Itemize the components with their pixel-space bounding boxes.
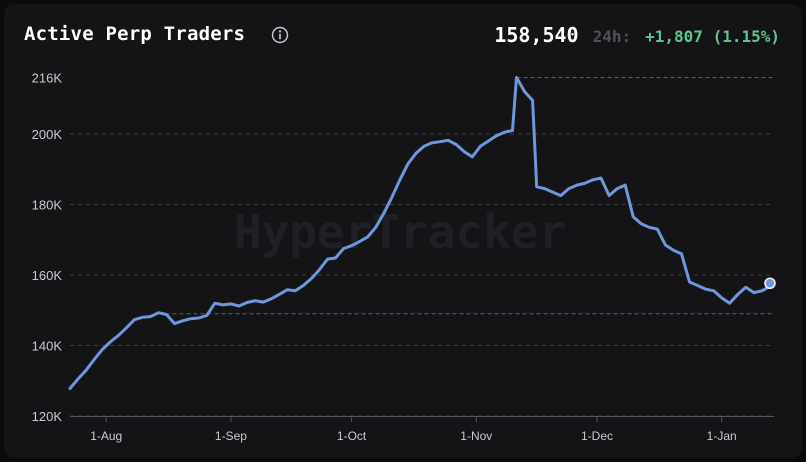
period-label: 24h: (592, 27, 632, 46)
chart-card: Active Perp Traders 158,540 24h: +1,807 … (4, 4, 802, 458)
current-value: 158,540 (494, 23, 579, 47)
x-tick-label: 1-Sep (215, 429, 247, 443)
x-tick-label: 1-Aug (90, 429, 122, 443)
y-tick-label: 180K (32, 197, 63, 212)
chart-title: Active Perp Traders (24, 23, 246, 45)
y-tick-label: 140K (32, 338, 63, 353)
y-tick-label: 200K (32, 127, 63, 142)
info-circle-icon[interactable] (271, 26, 289, 44)
y-tick-label: 216K (32, 71, 63, 86)
y-tick-label: 160K (32, 268, 63, 283)
watermark-line-1: ... (370, 263, 381, 277)
y-axis: 216K 200K 180K 160K 140K 120K (32, 71, 63, 424)
x-tick-label: 1-Nov (460, 429, 492, 443)
chart-header: Active Perp Traders 158,540 24h: +1,807 … (4, 4, 802, 60)
x-tick-label: 1-Oct (337, 429, 367, 443)
x-tick-label: 1-Jan (707, 429, 737, 443)
x-tick-label: 1-Dec (581, 429, 613, 443)
series-line (68, 76, 772, 390)
plot-area (68, 76, 776, 390)
x-axis: 1-Aug 1-Sep 1-Oct 1-Nov 1-Dec 1-Jan (70, 416, 774, 443)
change-value: +1,807 (1.15%) (645, 27, 780, 46)
reference-lines (158, 77, 774, 315)
line-chart: HyperTracker ... ... 216K 200K 180K 160K 140… (32, 71, 776, 443)
last-point-marker[interactable] (764, 277, 776, 290)
stats-summary: 158,540 24h: +1,807 (1.15%) (494, 23, 780, 47)
grid (70, 133, 774, 417)
watermark-line-2: ... (413, 280, 424, 294)
y-tick-label: 120K (32, 409, 63, 424)
watermark-brand: HyperTracker (234, 205, 566, 259)
watermark: HyperTracker ... ... (234, 205, 566, 294)
